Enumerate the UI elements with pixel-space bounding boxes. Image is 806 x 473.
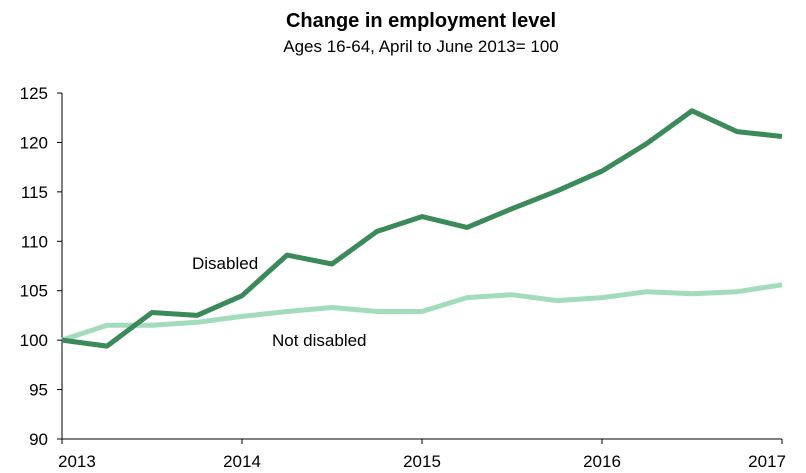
series-label-not-disabled: Not disabled	[272, 331, 367, 350]
series-line-disabled	[61, 108, 783, 349]
x-tick-label: 2015	[403, 452, 441, 471]
y-tick-label: 105	[20, 282, 48, 301]
x-tick-label: 2017	[748, 452, 786, 471]
y-tick-label: 115	[21, 183, 48, 202]
y-tick-label: 90	[29, 430, 48, 449]
x-tick-label: 2014	[223, 452, 261, 471]
y-tick-label: 100	[20, 331, 48, 350]
y-tick-label: 125	[20, 84, 48, 103]
x-tick-label: 2013	[58, 452, 96, 471]
chart-title: Change in employment level	[286, 10, 556, 32]
x-tick-label: 2016	[583, 452, 621, 471]
y-axis: 90 95 100 105 110 115 120 125	[20, 84, 63, 449]
y-tick-label: 120	[20, 133, 48, 152]
series-labels: Disabled Not disabled	[192, 254, 367, 350]
series-line-not-disabled	[61, 282, 783, 343]
y-tick-label: 110	[21, 232, 48, 251]
chart-subtitle: Ages 16-64, April to June 2013= 100	[283, 37, 559, 56]
series-lines	[61, 108, 783, 349]
y-tick-label: 95	[29, 381, 48, 400]
x-axis: 2013 2014 2015 2016 2017	[58, 438, 786, 471]
series-label-disabled: Disabled	[192, 254, 258, 273]
